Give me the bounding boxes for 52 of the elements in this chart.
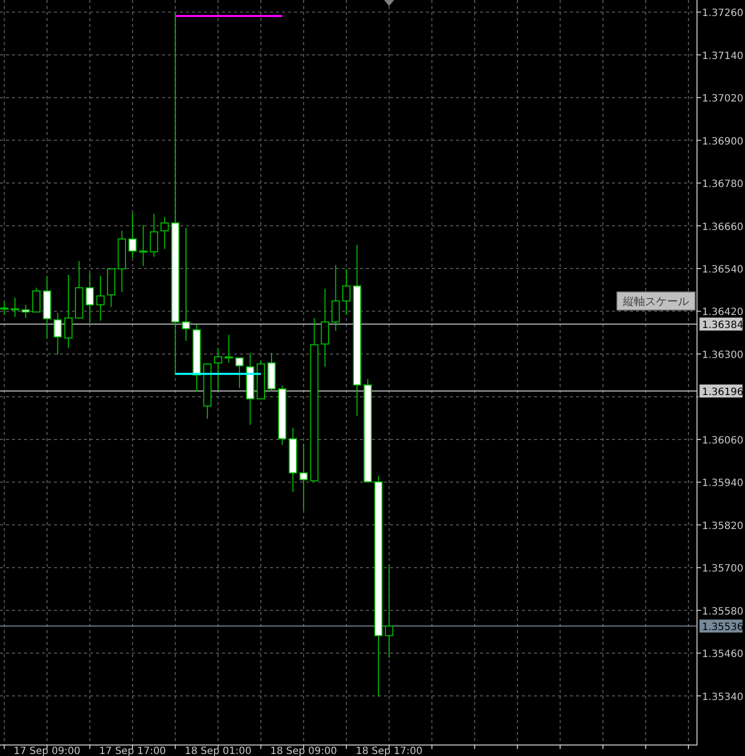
y-tick-label: 1.37020 <box>702 94 744 105</box>
candlestick <box>150 214 158 258</box>
ref-line-label: 1.35536 <box>702 622 744 634</box>
y-tick-label: 1.36780 <box>702 179 744 190</box>
candlestick <box>246 352 254 426</box>
candlestick <box>299 443 308 512</box>
x-tick-label: 18 Sep 09:00 <box>270 746 337 756</box>
candlestick <box>342 268 350 316</box>
candlestick <box>64 274 73 348</box>
candlestick <box>384 564 394 658</box>
candlestick <box>332 264 340 332</box>
y-tick-label: 1.36420 <box>702 307 744 318</box>
x-tick-label: 18 Sep 01:00 <box>184 746 252 756</box>
candlestick <box>139 224 148 267</box>
y-tick-label: 1.36660 <box>702 222 744 233</box>
y-tick-label: 1.35700 <box>702 564 744 575</box>
y-tick-label: 1.37140 <box>702 50 744 62</box>
candlestick <box>192 324 201 392</box>
candlestick <box>224 334 233 364</box>
candlestick <box>22 304 30 319</box>
candlestick <box>320 288 330 368</box>
candlestick <box>374 475 383 698</box>
y-tick-label: 1.35820 <box>702 520 744 532</box>
candlestick <box>96 275 105 322</box>
candlestick <box>214 347 222 390</box>
y-tick-label: 1.37260 <box>702 8 744 20</box>
y-tick-label: 1.35460 <box>702 649 744 660</box>
candlestick <box>352 244 362 416</box>
candlestick <box>160 216 169 250</box>
ref-line-label: 1.36384 <box>702 320 744 332</box>
annotation: 縦軸スケール <box>622 295 689 308</box>
candlestick <box>182 227 190 342</box>
candlestick <box>288 427 298 492</box>
y-tick-label: 1.36060 <box>702 435 744 446</box>
x-tick-label: 17 Sep 17:00 <box>99 746 166 756</box>
candlestick <box>10 297 20 318</box>
x-tick-label: 18 Sep 17:00 <box>356 746 422 756</box>
candlestick <box>278 385 286 446</box>
y-tick-label: 1.36300 <box>702 350 744 361</box>
y-tick-label: 1.35580 <box>702 606 744 618</box>
candlestick <box>0 301 8 316</box>
y-tick-label: 1.36900 <box>702 136 744 148</box>
candlestick <box>42 275 52 338</box>
candlestick <box>86 272 94 324</box>
candlestick <box>118 230 126 293</box>
y-tick-label: 1.35340 <box>702 692 744 703</box>
x-tick-label: 17 Sep 09:00 <box>14 746 80 756</box>
candlestick <box>54 312 62 356</box>
ref-line-label: 1.36196 <box>702 387 744 398</box>
y-tick-label: 1.35940 <box>702 478 744 490</box>
candlestick <box>128 212 137 258</box>
y-tick-label: 1.36540 <box>702 264 744 276</box>
